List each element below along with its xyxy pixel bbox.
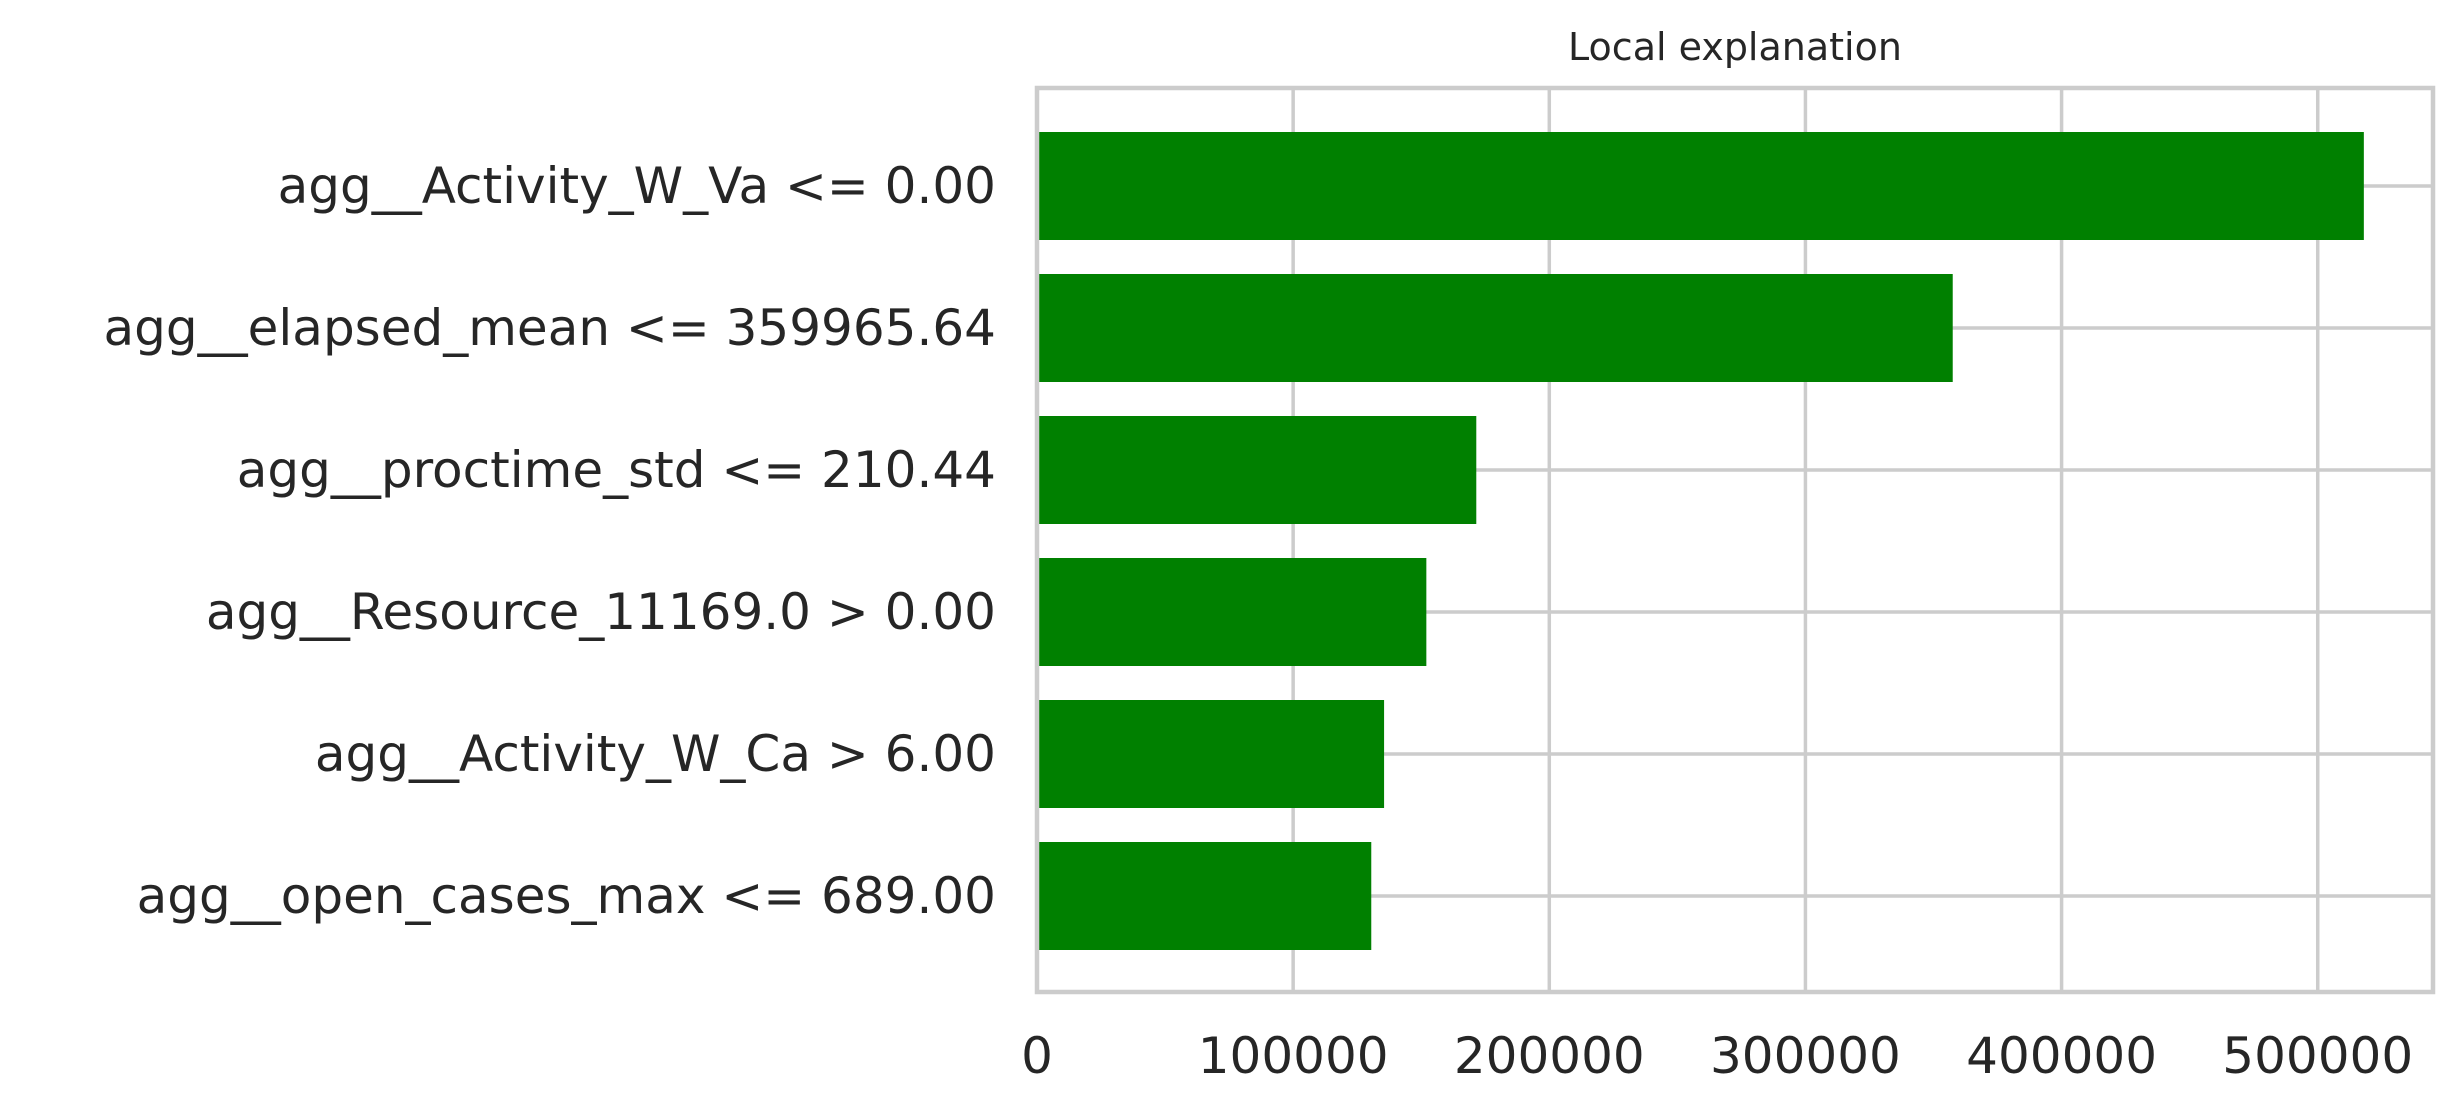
x-tick-label: 0 bbox=[1021, 1027, 1053, 1085]
x-tick-label: 100000 bbox=[1198, 1027, 1389, 1085]
y-tick-label: agg__Activity_W_Ca > 6.00 bbox=[315, 725, 996, 783]
x-tick-label: 200000 bbox=[1454, 1027, 1645, 1085]
chart-title: Local explanation bbox=[1568, 25, 1902, 69]
y-tick-label: agg__open_cases_max <= 689.00 bbox=[137, 867, 996, 925]
bar bbox=[1039, 700, 1385, 808]
bar bbox=[1039, 274, 1953, 382]
y-tick-label: agg__Resource_11169.0 > 0.00 bbox=[206, 583, 996, 641]
bar bbox=[1039, 842, 1372, 950]
y-tick-label: agg__Activity_W_Va <= 0.00 bbox=[278, 157, 996, 215]
bar bbox=[1039, 132, 2364, 240]
x-tick-label: 400000 bbox=[1966, 1027, 2157, 1085]
x-tick-label: 500000 bbox=[2222, 1027, 2413, 1085]
x-tick-label: 300000 bbox=[1710, 1027, 1901, 1085]
y-tick-label: agg__proctime_std <= 210.44 bbox=[237, 441, 996, 499]
y-tick-labels: agg__Activity_W_Va <= 0.00 agg__elapsed_m… bbox=[104, 157, 996, 925]
bar bbox=[1039, 416, 1477, 524]
plot-frame bbox=[1034, 85, 2436, 995]
x-tick-labels: 0 100000 200000 300000 400000 500000 bbox=[1021, 1027, 2413, 1085]
bar bbox=[1039, 558, 1427, 666]
y-tick-label: agg__elapsed_mean <= 359965.64 bbox=[104, 299, 996, 357]
bars bbox=[1039, 132, 2364, 950]
